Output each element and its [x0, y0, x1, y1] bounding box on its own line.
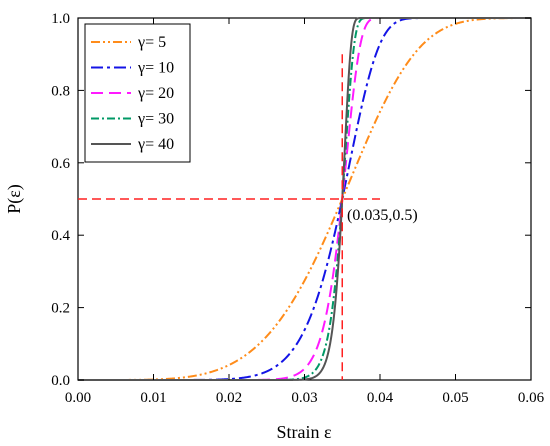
y-tick-label: 0.0	[51, 373, 70, 389]
reference-lines-layer	[78, 54, 380, 380]
point-annotation: (0.035,0.5)	[347, 207, 418, 224]
x-tick-label: 0.02	[216, 390, 242, 406]
y-tick-label: 0.4	[51, 228, 70, 244]
legend-label-4: γ= 30	[137, 111, 174, 128]
x-tick-label: 0.03	[291, 390, 317, 406]
legend-label-5: γ= 40	[137, 136, 174, 153]
x-tick-label: 0.04	[367, 390, 394, 406]
y-tick-label: 0.8	[51, 83, 70, 99]
x-tick-label: 0.00	[65, 390, 91, 406]
y-tick-label: 1.0	[51, 11, 70, 27]
ticks-layer: 0.00 0.01 0.02 0.03 0.04 0.05 0.06 0.0 0.2 0.4 0.6…	[51, 11, 544, 406]
legend-label-3: γ= 20	[137, 85, 174, 102]
legend-label-2: γ= 10	[137, 60, 174, 77]
legend: γ= 5 γ= 10 γ= 20 γ= 30 γ= 40	[84, 23, 191, 163]
x-tick-label: 0.06	[518, 390, 545, 406]
y-tick-label: 0.6	[51, 156, 70, 172]
x-tick-label: 0.01	[140, 390, 166, 406]
legend-label-1: γ= 5	[137, 34, 166, 51]
x-axis-title: Strain ε	[276, 422, 331, 442]
y-axis-title: P(ε)	[4, 184, 25, 214]
x-tick-label: 0.05	[442, 390, 468, 406]
y-tick-label: 0.2	[51, 301, 70, 317]
